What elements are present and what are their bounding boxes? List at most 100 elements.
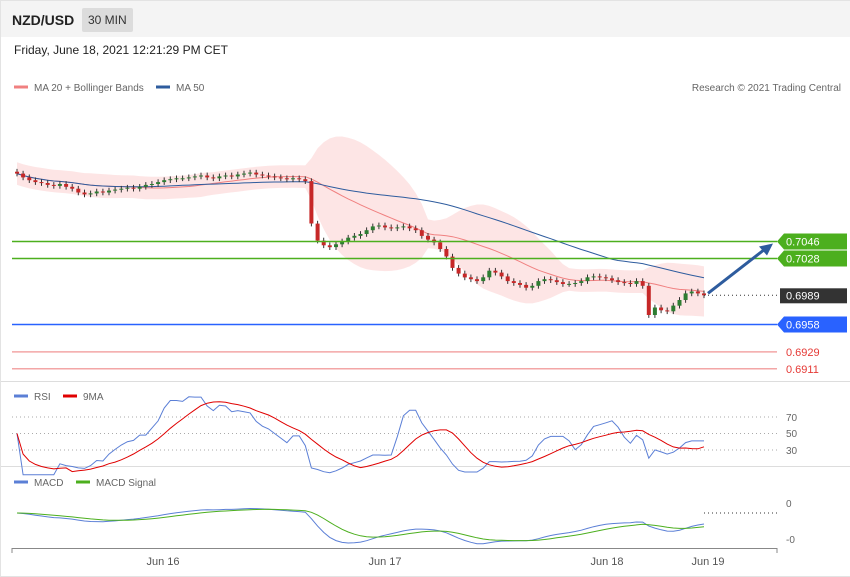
candle-body: [456, 267, 461, 274]
candle-body: [57, 184, 62, 186]
candle-body: [113, 189, 118, 191]
candle-body: [695, 291, 700, 294]
candle-body: [530, 285, 535, 288]
candle-body: [481, 277, 486, 282]
candle-body: [426, 235, 430, 240]
candle-body: [297, 178, 302, 180]
candle-body: [659, 307, 664, 311]
candle-body: [186, 177, 191, 179]
candle-body: [462, 273, 467, 278]
macd-line: [16, 507, 705, 545]
macd-plot: [16, 507, 777, 545]
candle-body: [524, 284, 529, 288]
candle-body: [229, 175, 234, 177]
rsi-level-30: 30: [786, 446, 798, 457]
candle-body: [223, 175, 228, 177]
rsi-level-70: 70: [786, 413, 798, 424]
candle-body: [303, 179, 308, 182]
rsi-plot: [12, 396, 777, 476]
forecast-arrow-shaft: [707, 246, 768, 295]
rsi-ma-legend-label: 9MA: [83, 392, 104, 403]
ma20-legend-label: MA 20 + Bollinger Bands: [34, 83, 144, 94]
ma50-legend-swatch: [156, 85, 170, 89]
candle-body: [180, 178, 185, 180]
candle-body: [671, 305, 676, 312]
candle-body: [27, 177, 32, 181]
candle-body: [689, 291, 694, 294]
candle-body: [199, 175, 203, 177]
candle-body: [610, 278, 614, 281]
rsi-ma-line: [16, 401, 705, 473]
candle-body: [683, 293, 688, 300]
candle-body: [82, 192, 87, 195]
candle-body: [149, 184, 154, 185]
candle-body: [487, 270, 492, 278]
candle-body: [665, 310, 670, 312]
candle-body: [603, 277, 608, 279]
candle-body: [640, 281, 645, 286]
candle-body: [21, 173, 26, 178]
candle-body: [254, 172, 259, 175]
candle-body: [536, 281, 541, 286]
macd-signal-line: [16, 508, 705, 542]
x-tick-label: Jun 16: [146, 556, 179, 568]
candle-body: [260, 174, 265, 176]
candle-body: [137, 186, 142, 189]
ma50-legend-label: MA 50: [176, 83, 205, 94]
candle-body: [143, 184, 148, 187]
candle-body: [652, 307, 657, 315]
candle-body: [321, 240, 326, 246]
candle-body: [278, 177, 283, 179]
rsi-ma-legend-swatch: [63, 394, 77, 398]
price-label-box: [777, 233, 847, 250]
candle-body: [266, 175, 271, 177]
candle-body: [315, 223, 320, 241]
price-label: 0.7028: [786, 254, 820, 266]
candle-body: [468, 277, 473, 280]
candle-body: [634, 281, 639, 284]
chart-datetime: Friday, June 18, 2021 12:21:29 PM CET: [14, 43, 228, 57]
candle-body: [39, 182, 44, 184]
candle-body: [567, 283, 572, 285]
candle-body: [51, 184, 56, 186]
candle-body: [499, 272, 504, 277]
candle-body: [88, 193, 93, 195]
candle-body: [327, 245, 332, 248]
candle-body: [444, 249, 449, 257]
forecast-arrow-head: [759, 243, 773, 256]
candle-body: [677, 300, 682, 306]
candle-body: [560, 282, 565, 284]
price-label: 0.6989: [786, 290, 820, 302]
timeframe-badge[interactable]: 30 MIN: [82, 8, 133, 32]
candle-body: [438, 242, 443, 249]
candle-body: [205, 175, 210, 178]
candle-body: [131, 187, 136, 189]
candle-body: [622, 282, 627, 284]
macd-legend-swatch: [14, 480, 28, 484]
candle-body: [162, 180, 167, 183]
chart-header: NZD/USD 30 MIN: [1, 1, 850, 37]
candle-body: [702, 293, 706, 296]
ma50-line: [16, 173, 705, 279]
symbol-title: NZD/USD: [12, 12, 75, 28]
candle-body: [352, 235, 357, 238]
candle-body: [511, 281, 516, 283]
candle-body: [64, 184, 69, 187]
x-tick-label: Jun 17: [368, 556, 401, 568]
candle-body: [107, 190, 111, 193]
price-label-box: [777, 250, 847, 267]
price-label: 0.7046: [786, 237, 820, 249]
candle-body: [389, 227, 394, 229]
macd-legend-label: MACD: [34, 478, 63, 489]
x-tick-label: Jun 19: [691, 556, 724, 568]
candle-body: [334, 244, 338, 248]
candle-body: [646, 285, 651, 315]
candle-body: [395, 227, 400, 229]
candle-body: [211, 177, 216, 179]
candle-body: [125, 187, 130, 189]
candle-body: [45, 183, 50, 185]
candle-body: [628, 283, 633, 284]
candle-body: [419, 230, 424, 236]
